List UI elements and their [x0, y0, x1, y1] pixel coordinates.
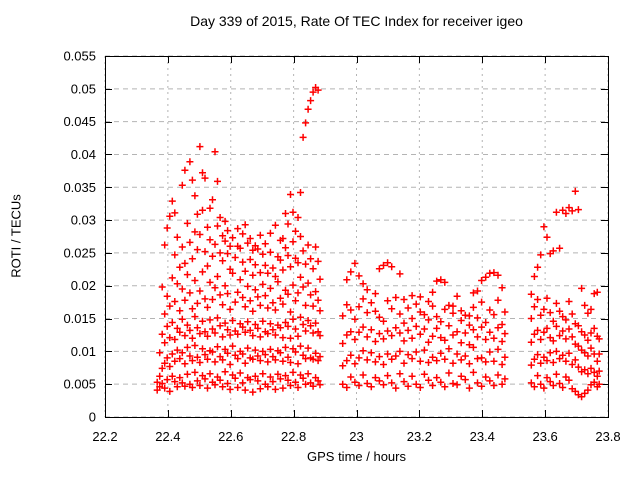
y-tick-label: 0.05	[71, 81, 96, 96]
x-tick-label: 23	[349, 429, 363, 444]
x-axis-label: GPS time / hours	[307, 449, 406, 464]
y-tick-label: 0.055	[63, 49, 96, 64]
x-tick-label: 22.8	[281, 429, 306, 444]
scatter-series	[153, 84, 603, 401]
y-tick-label: 0.035	[63, 180, 96, 195]
y-tick-label: 0.02	[71, 278, 96, 293]
y-tick-label: 0.04	[71, 147, 96, 162]
y-tick-label: 0.015	[63, 311, 96, 326]
y-tick-label: 0.025	[63, 245, 96, 260]
x-tick-label: 23.6	[532, 429, 557, 444]
x-tick-label: 22.2	[92, 429, 117, 444]
x-tick-label: 22.6	[218, 429, 243, 444]
x-tick-label: 23.8	[595, 429, 620, 444]
y-axis-label: ROTI / TECUs	[8, 194, 24, 278]
y-tick-label: 0	[89, 410, 96, 425]
y-tick-label: 0.03	[71, 213, 96, 228]
x-tick-label: 23.2	[407, 429, 432, 444]
x-tick-label: 22.4	[155, 429, 180, 444]
chart-title: Day 339 of 2015, Rate Of TEC Index for r…	[190, 13, 523, 29]
x-tick-label: 23.4	[470, 429, 495, 444]
plot-border	[105, 56, 609, 418]
y-tick-label: 0.01	[71, 344, 96, 359]
tick-labels: 22.2 22.4 22.6 22.8 23 23.2 23.4 23.6 23.8 0 0.005…	[63, 49, 620, 445]
y-tick-label: 0.005	[63, 377, 96, 392]
y-tick-label: 0.045	[63, 114, 96, 129]
